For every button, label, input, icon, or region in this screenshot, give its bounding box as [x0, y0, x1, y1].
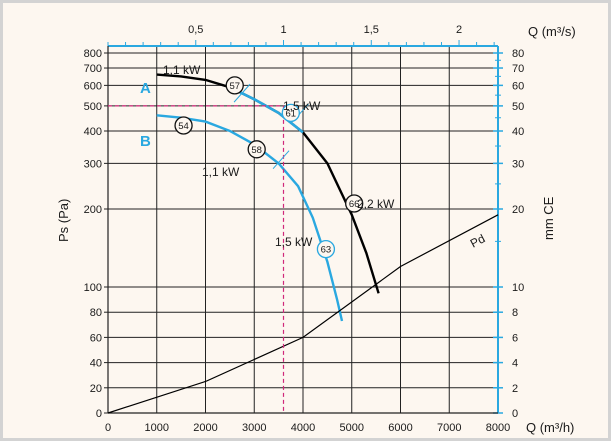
- x-tick-label-top: 0,5: [188, 24, 203, 36]
- efficiency-marker: [345, 194, 364, 213]
- y-tick-label-right: 80: [512, 48, 524, 60]
- power-label-a-2: 1,5 kW: [283, 99, 321, 113]
- x-axis-bottom-title: Q (m³/h): [526, 420, 574, 435]
- x-tick-label-top: 2: [456, 24, 462, 36]
- y-tick-label-right: 50: [512, 101, 524, 113]
- y-tick-label-right: 8: [512, 307, 518, 319]
- y-axis-left-title: Ps (Pa): [56, 199, 71, 242]
- y-axis-right-title: mm CE: [541, 196, 556, 240]
- power-label-b-1: 1,1 kW: [202, 165, 240, 179]
- efficiency-marker-label: 58: [251, 145, 262, 156]
- x-axis-top-title: Q (m³/s): [528, 24, 576, 39]
- y-tick-label-right: 70: [512, 63, 524, 75]
- markers: 57 61 66 54 58 63: [174, 76, 364, 259]
- y-tick-label-right: 0: [512, 408, 518, 420]
- pd-label: Pd: [468, 231, 488, 250]
- efficiency-marker: [316, 239, 336, 259]
- y-tick-label-left: 400: [84, 126, 102, 138]
- x-tick-label: 2000: [193, 422, 217, 434]
- y-tick-label-left: 600: [84, 80, 102, 92]
- x-tick-label: 7000: [437, 422, 461, 434]
- x-tick-label-top: 1: [280, 24, 286, 36]
- power-label-a-3: 2,2 kW: [357, 197, 395, 211]
- power-label-b-2: 1,5 kW: [275, 235, 313, 249]
- y-tick-label-right: 20: [512, 204, 524, 216]
- x-tick-label: 6000: [388, 422, 412, 434]
- y-tick-label-right: 6: [512, 332, 518, 344]
- y-tick-label-right: 30: [512, 158, 524, 170]
- efficiency-marker: [225, 76, 244, 95]
- y-tick-label-left: 700: [84, 63, 102, 75]
- efficiency-marker-label: 61: [286, 108, 297, 119]
- y-tick-label-left: 40: [90, 358, 102, 370]
- y-tick-label-left: 300: [84, 158, 102, 170]
- y-tick-label-left: 0: [96, 408, 102, 420]
- y-tick-label-left: 800: [84, 48, 102, 60]
- efficiency-marker: [247, 140, 266, 159]
- x-tick-label: 8000: [486, 422, 510, 434]
- y-tick-label-right: 60: [512, 80, 524, 92]
- power-break-mark: [233, 83, 251, 103]
- efficiency-marker: [174, 116, 193, 135]
- curve-pd: [107, 214, 499, 414]
- x-tick-label: 0: [105, 422, 111, 434]
- y-tick-label-left: 60: [90, 332, 102, 344]
- x-tick-label: 5000: [340, 422, 364, 434]
- x-tick-label-top: 1,5: [364, 24, 379, 36]
- power-label-a-1: 1,1 kW: [163, 63, 201, 77]
- y-tick-label-right: 4: [512, 358, 518, 370]
- efficiency-marker: [281, 103, 300, 123]
- curves: [107, 73, 499, 414]
- efficiency-marker-label: 66: [349, 199, 360, 210]
- y-tick-label-right: 40: [512, 126, 524, 138]
- curve-b-letter: B: [140, 133, 151, 150]
- y-tick-label-left: 200: [84, 204, 102, 216]
- efficiency-marker-label: 54: [178, 121, 189, 132]
- efficiency-marker-label: 57: [229, 81, 240, 92]
- y-tick-label-right: 10: [512, 282, 524, 294]
- x-tick-label: 1000: [145, 422, 169, 434]
- y-tick-label-left: 80: [90, 307, 102, 319]
- y-tick-label-left: 100: [84, 282, 102, 294]
- y-tick-label-right: 2: [512, 383, 518, 395]
- x-tick-label: 4000: [291, 422, 315, 434]
- curve-b: [156, 114, 344, 322]
- axes: 0 1000 2000 3000 4000 5000 6000 7000 80000204060…: [84, 24, 525, 434]
- curve-a-letter: A: [140, 80, 151, 97]
- y-tick-label-left: 500: [84, 101, 102, 113]
- x-tick-label: 3000: [242, 422, 266, 434]
- text-labels: Q (m³/h) Q (m³/s) Ps (Pa) mm CE A B Pd 1…: [56, 24, 576, 435]
- efficiency-marker-label: 63: [321, 245, 332, 256]
- y-tick-label-left: 20: [90, 383, 102, 395]
- power-break-mark: [272, 150, 290, 170]
